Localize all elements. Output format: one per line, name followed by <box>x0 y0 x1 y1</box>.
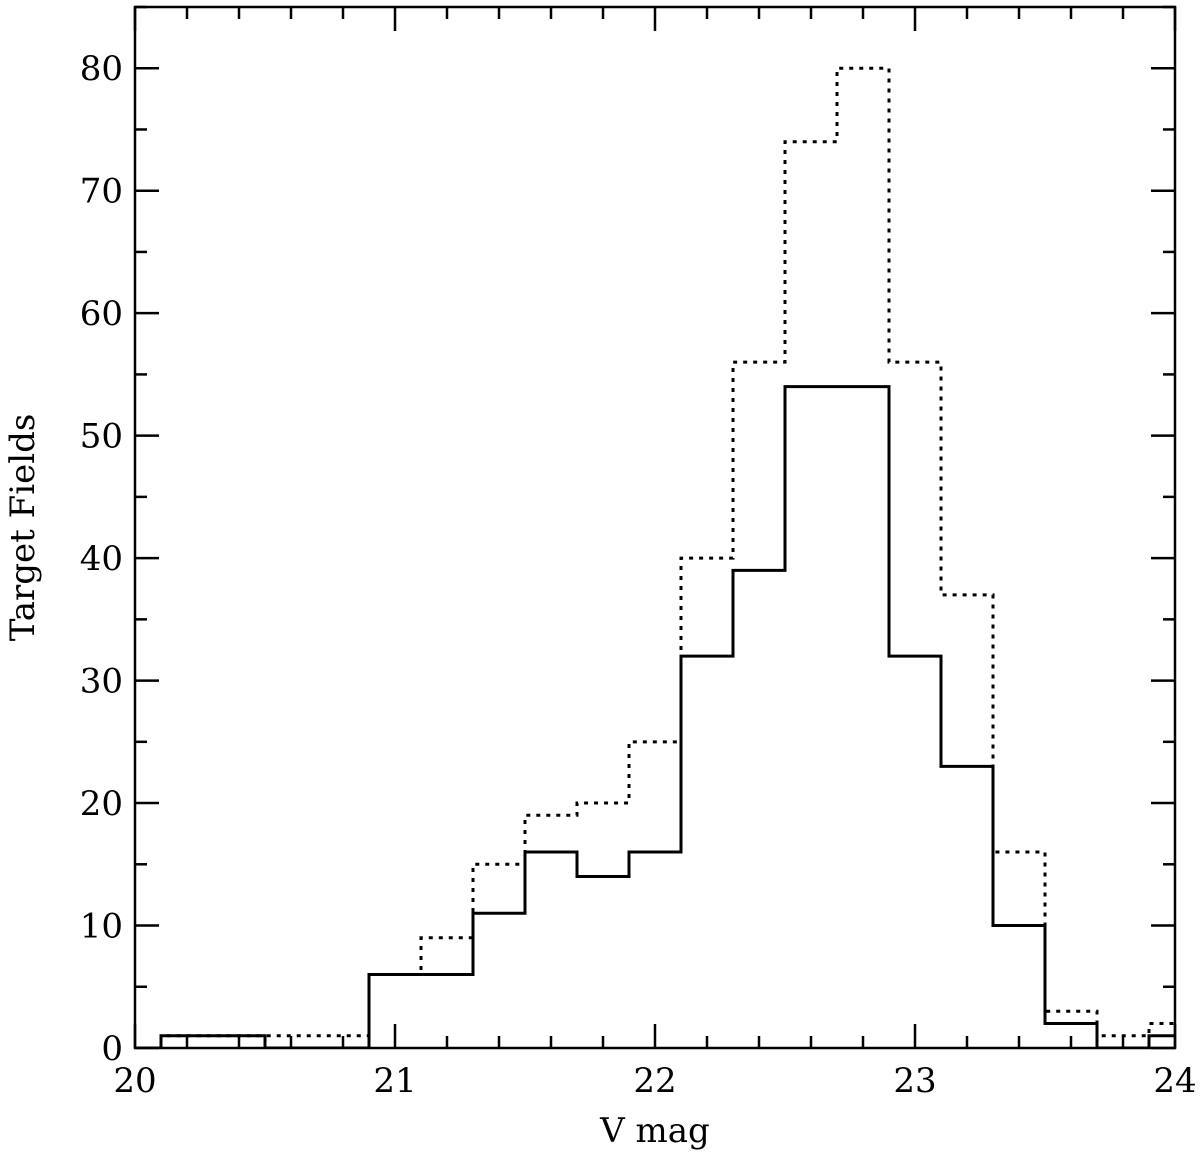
y-tick-label: 10 <box>80 907 123 947</box>
y-tick-label: 0 <box>101 1029 123 1069</box>
y-tick-label: 60 <box>80 294 123 334</box>
x-tick-label: 21 <box>373 1061 416 1101</box>
axis-ticks <box>133 5 1177 1050</box>
x-tick-label: 23 <box>893 1061 936 1101</box>
x-tick-label: 22 <box>633 1061 676 1101</box>
plot-frame <box>133 5 1177 1050</box>
x-tick-label: 24 <box>1153 1061 1196 1101</box>
y-tick-label: 80 <box>80 49 123 89</box>
y-tick-label: 30 <box>80 662 123 702</box>
tick-labels: 20 21 22 23 24 0 10 20 30 40 50 60 70 80 <box>80 49 1197 1101</box>
y-axis-label: Target Fields <box>3 414 43 642</box>
plot-area <box>135 66 1175 1048</box>
x-axis-label: V mag <box>599 1111 710 1151</box>
series-dotted-line <box>135 66 1175 1048</box>
y-tick-label: 20 <box>80 784 123 824</box>
y-tick-label: 50 <box>80 417 123 457</box>
series-solid-line <box>135 385 1175 1048</box>
x-tick-label: 20 <box>113 1061 156 1101</box>
y-tick-label: 70 <box>80 172 123 212</box>
y-tick-label: 40 <box>80 539 123 579</box>
